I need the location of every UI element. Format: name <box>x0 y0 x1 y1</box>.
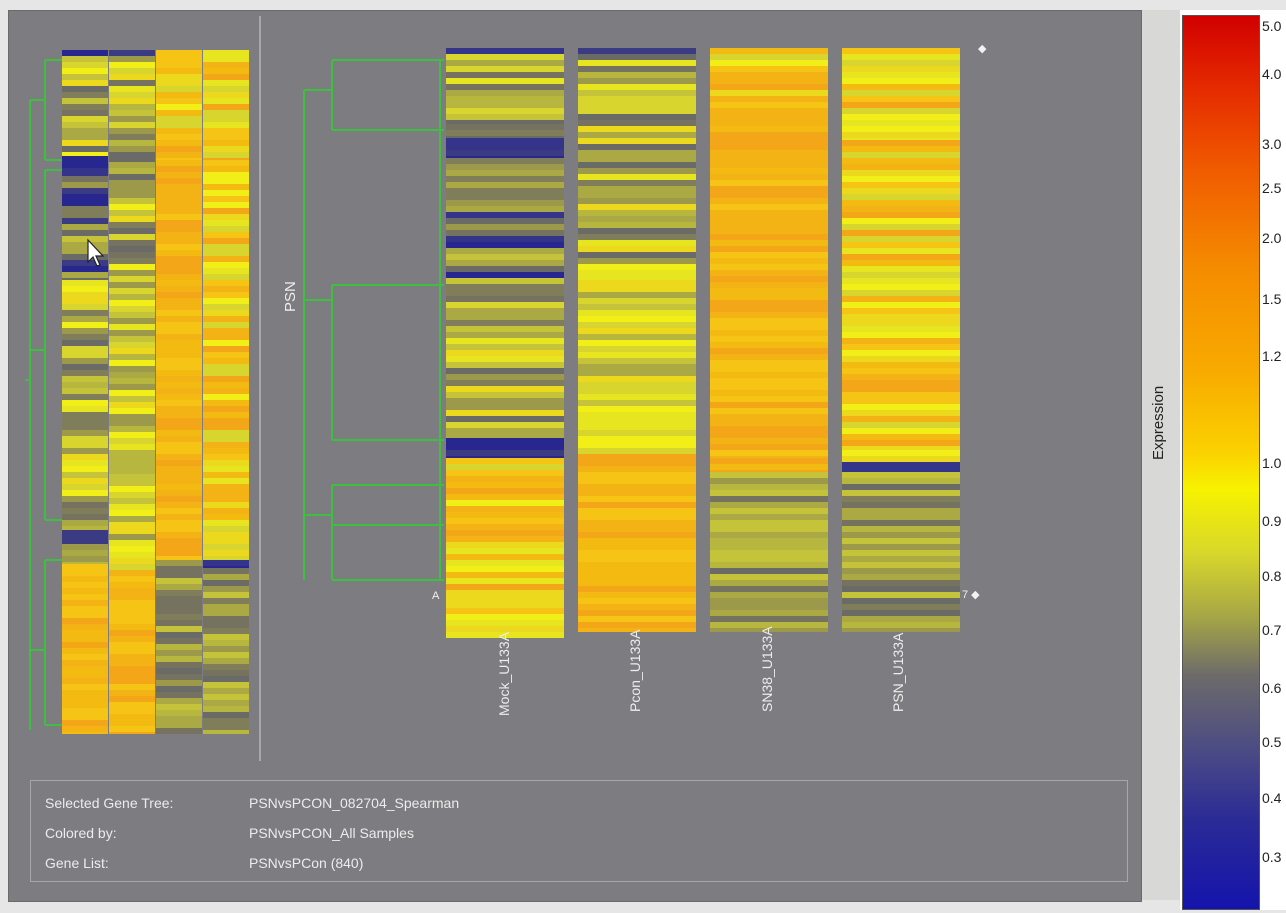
scale-tick-label: 0.5 <box>1262 734 1282 750</box>
scale-tick-label: 0.3 <box>1262 849 1282 865</box>
scale-tick-label: 1.2 <box>1262 348 1282 364</box>
scale-tick-label: 2.0 <box>1262 230 1282 246</box>
bottom-right-marker: 7 ◆ <box>962 589 980 601</box>
scale-gutter <box>1142 10 1180 900</box>
scale-tick-label: 5.0 <box>1262 18 1282 34</box>
info-label-gene-list: Gene List: <box>45 855 109 871</box>
scale-tick-label: 0.6 <box>1262 680 1282 696</box>
info-label-gene-tree: Selected Gene Tree: <box>45 795 174 811</box>
scale-tick-label: 0.8 <box>1262 568 1282 584</box>
scale-tick-label: 1.0 <box>1262 455 1282 471</box>
cluster-label: PSN <box>282 281 299 312</box>
scale-tick-label: 0.4 <box>1262 790 1282 806</box>
expression-color-scale <box>1182 15 1260 910</box>
info-value-gene-tree: PSNvsPCON_082704_Spearman <box>249 795 460 811</box>
gene-tree-info-box: Selected Gene Tree: PSNvsPCON_082704_Spe… <box>30 780 1128 882</box>
scale-tick-label: 2.5 <box>1262 180 1282 196</box>
scale-tick-label: 3.0 <box>1262 136 1282 152</box>
column-label-pcon: Pcon_U133A <box>627 629 643 712</box>
column-label-psn: PSN_U133A <box>890 632 906 712</box>
scale-tick-label: 0.9 <box>1262 513 1282 529</box>
column-label-mock: Mock_U133A <box>496 631 512 716</box>
bottom-left-marker: A <box>432 590 440 602</box>
info-label-colored-by: Colored by: <box>45 825 117 841</box>
column-label-sn38: SN38_U133A <box>759 626 775 712</box>
scale-tick-label: 1.5 <box>1262 291 1282 307</box>
info-value-colored-by: PSNvsPCON_All Samples <box>249 825 414 841</box>
scale-tick-label: 4.0 <box>1262 66 1282 82</box>
top-marker-icon: ◆ <box>978 43 987 55</box>
info-value-gene-list: PSNvsPCon (840) <box>249 855 364 871</box>
scale-tick-label: 0.7 <box>1262 622 1282 638</box>
panel-splitter[interactable] <box>259 16 261 761</box>
mouse-pointer-icon <box>87 238 105 267</box>
